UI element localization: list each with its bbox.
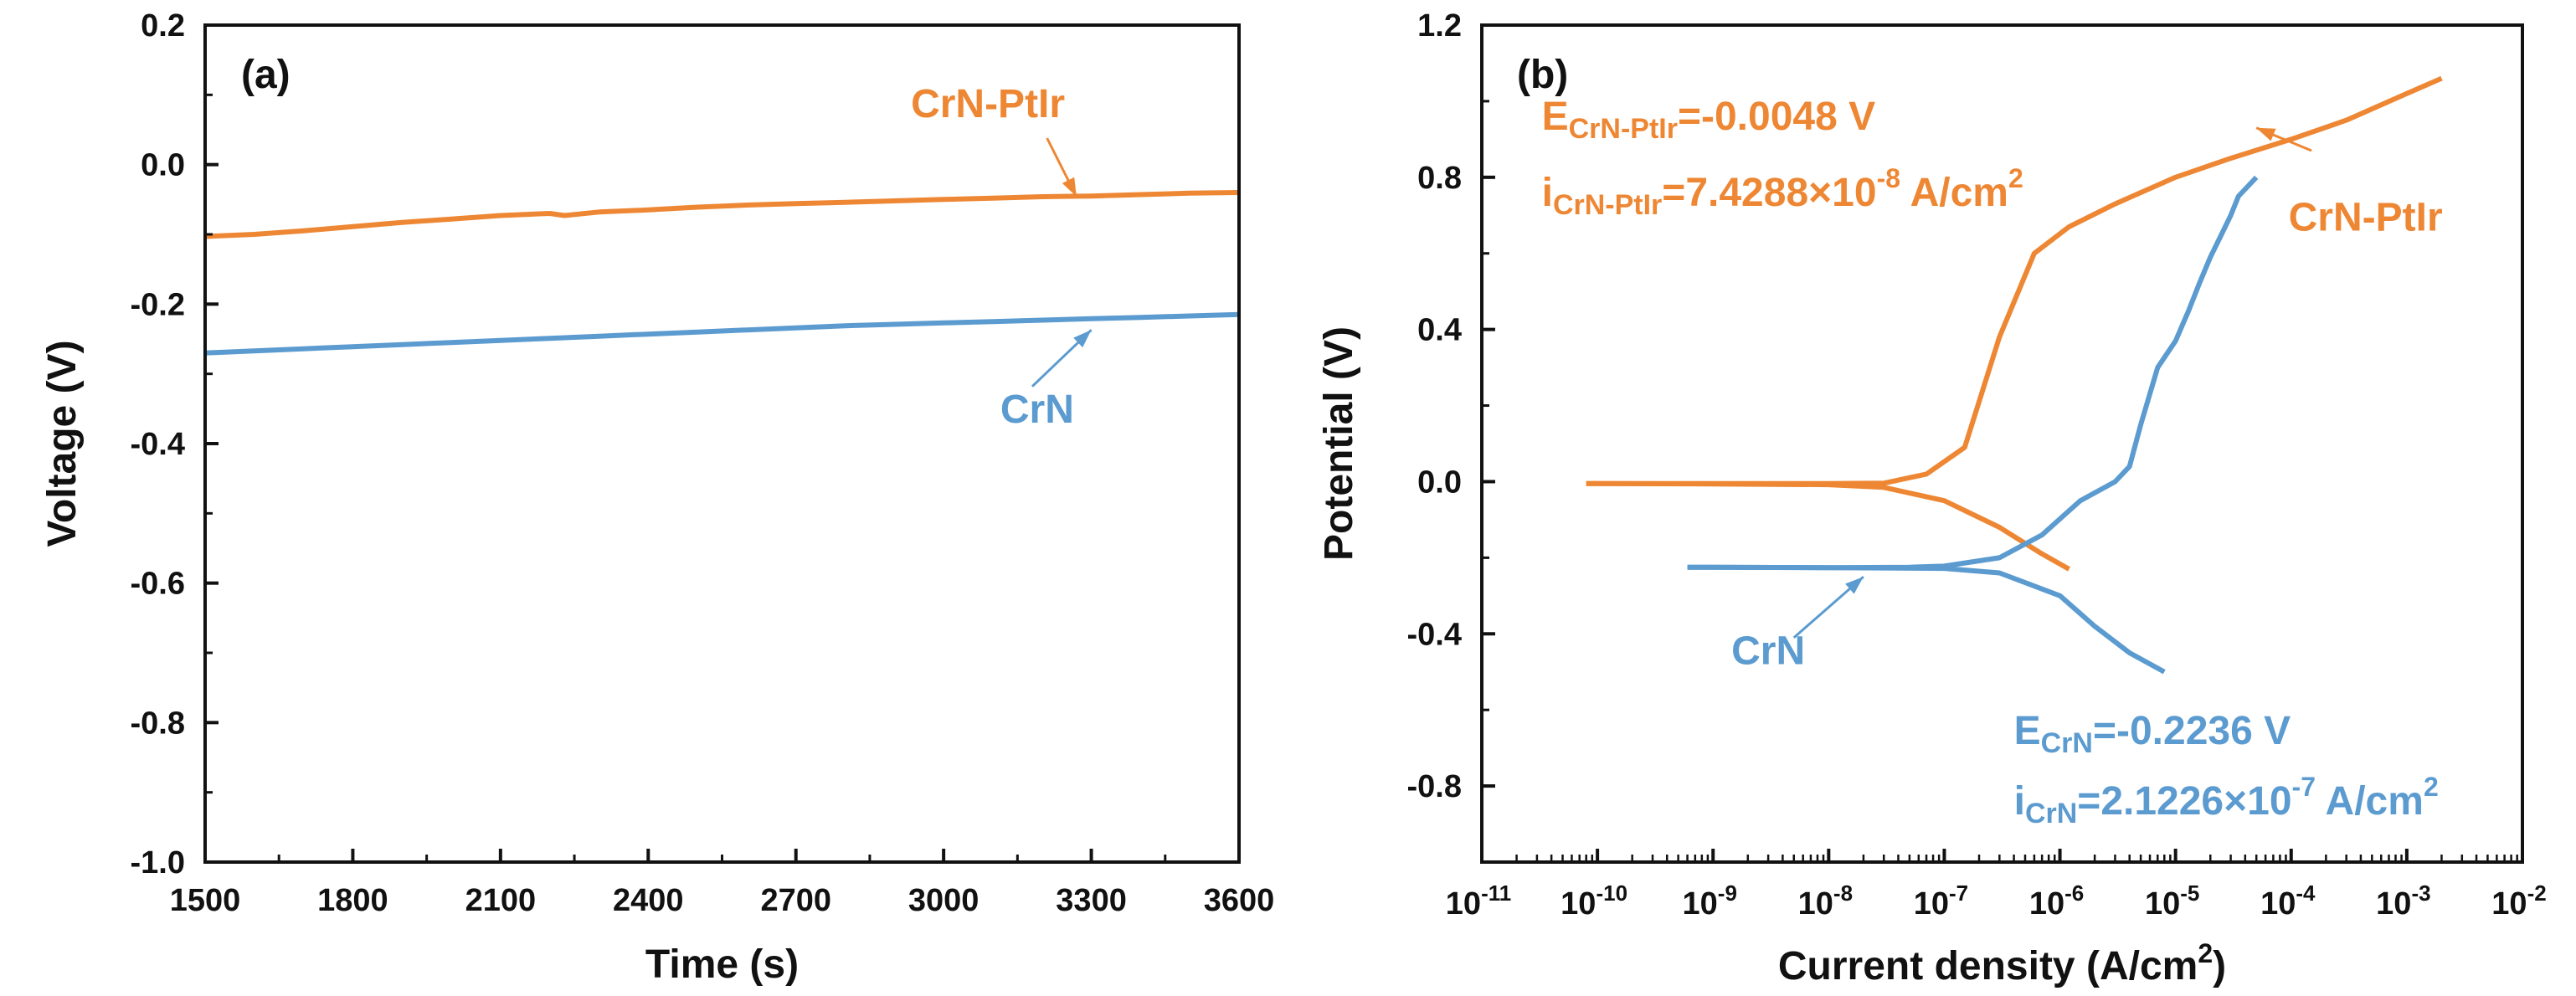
series-line-crn-branch-0: [1687, 175, 2259, 571]
x-tick-label: 1800: [317, 883, 388, 918]
annotation-i-crn: iCrN=2.1226×10-7 A/cm2: [2014, 772, 2439, 829]
x-tick-label: 10-2: [2491, 880, 2546, 922]
x-tick-label: 10-9: [1683, 880, 1737, 922]
x-tick-label: 2400: [613, 883, 684, 918]
x-tick-label: 10-8: [1798, 880, 1853, 922]
annotation-e-ptir: ECrN-PtIr=-0.0048 V: [1542, 95, 1876, 145]
x-tick-label: 10-7: [1914, 880, 1968, 922]
y-tick-label: -0.4: [1407, 617, 1462, 652]
annotation-e-crn: ECrN=-0.2236 V: [2014, 709, 2291, 759]
y-tick-label: 0.2: [141, 8, 185, 44]
series-line-crn-ptir-branch-1: [1586, 480, 2070, 572]
x-tick-label: 10-5: [2145, 880, 2199, 922]
x-tick-label: 1500: [170, 883, 241, 918]
panel-label: (b): [1517, 53, 1568, 97]
x-tick-label: 2700: [760, 883, 831, 918]
series-label-crn: CrN: [1731, 629, 1805, 674]
series-line-crn-ptir: [204, 190, 1240, 239]
y-tick-label: -0.4: [131, 427, 185, 462]
plot-frame: [203, 23, 1241, 864]
x-tick-label: 10-11: [1446, 880, 1511, 922]
y-axis-title: Voltage (V): [40, 340, 85, 547]
plot-frame: [1480, 23, 2524, 864]
x-tick-label: 10-3: [2376, 880, 2430, 922]
x-tick-label: 10-6: [2029, 880, 2084, 922]
annotation-i-ptir: iCrN-PtIr=7.4288×10-8 A/cm2: [1542, 163, 2023, 221]
y-tick-label: 0.4: [1417, 313, 1462, 348]
y-tick-label: -0.8: [1407, 769, 1462, 804]
x-tick-label: 10-10: [1561, 880, 1627, 922]
series-line-crn-branch-1: [1687, 564, 2166, 675]
y-tick-label: 0.8: [1417, 161, 1462, 196]
series-arrow-head: [1062, 177, 1077, 197]
y-tick-label: 0.0: [1417, 465, 1462, 500]
x-tick-label: 10-4: [2260, 880, 2316, 922]
series-label-crn-ptir: CrN-PtIr: [911, 82, 1065, 126]
series-label-crn-ptir: CrN-PtIr: [2289, 195, 2443, 239]
series-arrow-head: [2256, 127, 2276, 141]
y-tick-label: -0.8: [131, 706, 185, 741]
x-axis-title: Current density (A/cm2): [1778, 938, 2226, 988]
series-arrow-head: [1845, 577, 1864, 594]
y-tick-label: -0.6: [131, 567, 185, 602]
series-line-crn-ptir-branch-0: [1586, 75, 2443, 486]
x-tick-label: 3000: [908, 883, 979, 918]
y-tick-label: -0.2: [131, 287, 185, 322]
y-axis-title: Potential (V): [1317, 326, 1361, 561]
series-arrow-head: [1073, 330, 1092, 348]
panel-label: (a): [241, 53, 291, 97]
x-tick-label: 2100: [465, 883, 537, 918]
chart-panel-b: -0.8 -0.4 0.0 0.4 0.8 1.2 10-11 10-10 10-9 10-8 10…: [1317, 8, 2547, 988]
x-tick-label: 3600: [1204, 883, 1275, 918]
x-axis-title: Time (s): [645, 942, 799, 987]
series-line-crn: [204, 311, 1240, 356]
y-tick-label: 0.0: [141, 148, 185, 183]
y-tick-label: 1.2: [1417, 8, 1462, 44]
x-tick-label: 3300: [1056, 883, 1127, 918]
y-tick-label: -1.0: [131, 845, 185, 880]
chart-panel-a: -1.0 -0.8 -0.6 -0.4 -0.2 0.0 0.2 1500 1800 2100 24…: [40, 8, 1274, 987]
series-label-crn: CrN: [1000, 388, 1074, 432]
